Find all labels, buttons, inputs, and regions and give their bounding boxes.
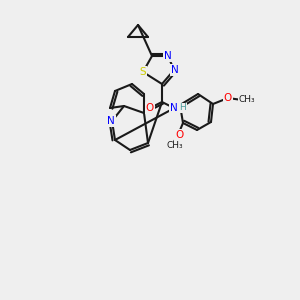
- Text: O: O: [224, 93, 232, 103]
- Text: H: H: [180, 103, 186, 112]
- Text: O: O: [146, 103, 154, 113]
- Text: O: O: [175, 130, 183, 140]
- Text: CH₃: CH₃: [239, 95, 255, 104]
- Text: N: N: [171, 65, 179, 75]
- Text: S: S: [140, 67, 146, 77]
- Text: CH₃: CH₃: [167, 142, 183, 151]
- Text: N: N: [107, 116, 115, 126]
- Text: N: N: [164, 51, 172, 61]
- Text: N: N: [170, 103, 178, 113]
